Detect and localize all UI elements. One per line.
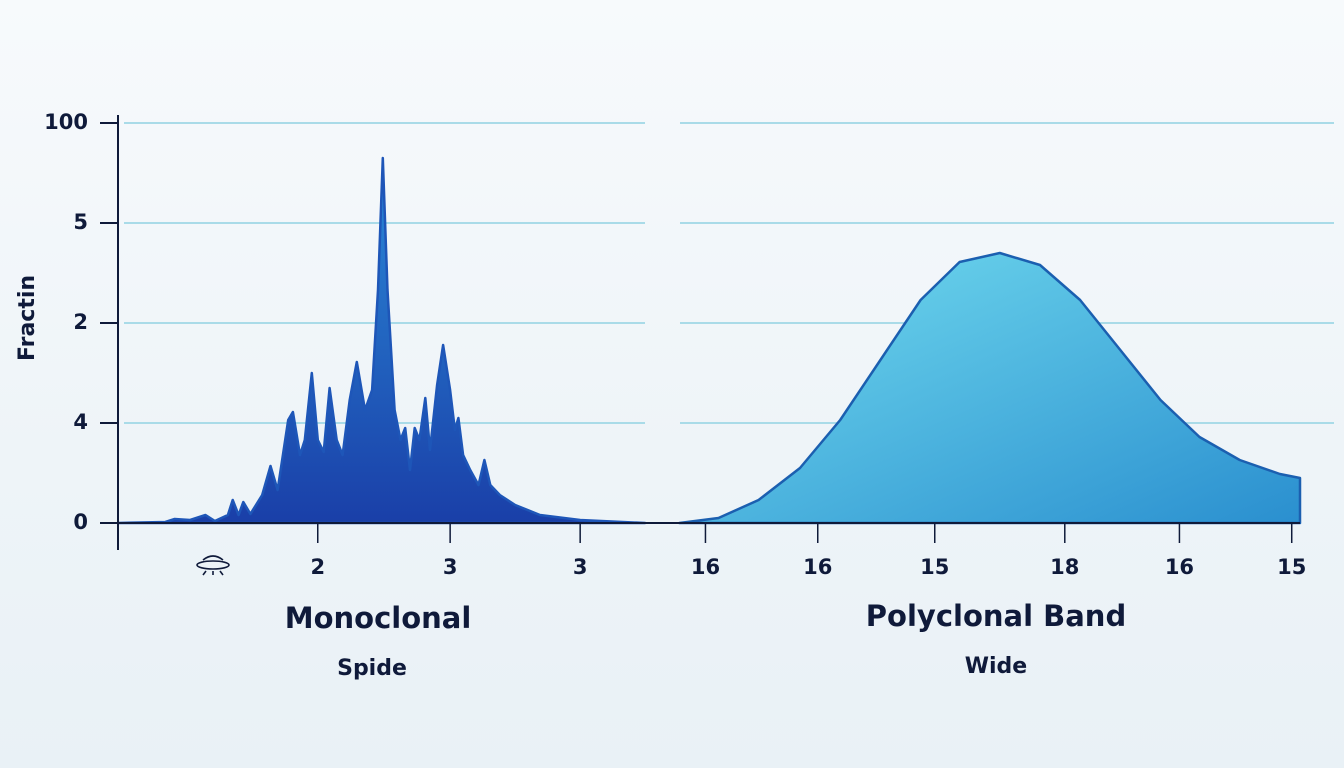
x-tick-label: 16 [803, 555, 832, 579]
y-tick-label: 100 [44, 110, 88, 134]
y-tick-label: 2 [73, 310, 88, 334]
x-icon [196, 555, 230, 576]
x-tick-label: 3 [573, 555, 588, 579]
annotation-subtitle: Spide [337, 656, 407, 681]
area [678, 251, 1302, 525]
x-tick-label: 18 [1050, 555, 1079, 579]
y-tick-label: 0 [73, 510, 88, 534]
y-tick-label: 5 [73, 210, 88, 234]
area [116, 156, 647, 525]
y-tick-label: 4 [73, 410, 88, 434]
annotation-title: Polyclonal Band [866, 599, 1126, 633]
annotation-title: Monoclonal [285, 601, 472, 635]
x-tick-label: 2 [310, 555, 325, 579]
x-tick-label: 15 [920, 555, 949, 579]
x-tick-label: 16 [1165, 555, 1194, 579]
x-tick-label: 15 [1277, 555, 1306, 579]
annotation-subtitle: Wide [965, 654, 1027, 679]
x-tick-label: 16 [691, 555, 720, 579]
x-tick-label: 3 [443, 555, 458, 579]
y-axis-label: Fractin [15, 275, 40, 361]
